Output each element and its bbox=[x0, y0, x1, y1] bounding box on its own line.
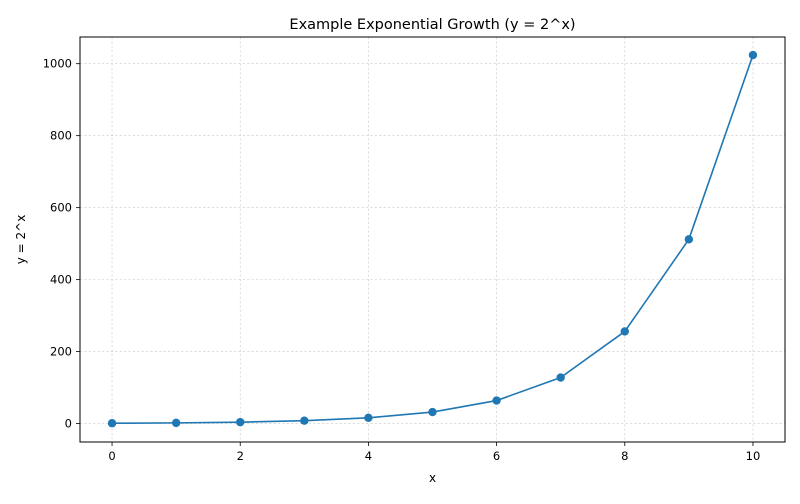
x-axis-ticks: 0 2 4 6 8 10 bbox=[108, 442, 760, 463]
data-point bbox=[364, 413, 373, 423]
y-tick-label: 1000 bbox=[43, 57, 72, 71]
data-point bbox=[556, 373, 565, 382]
y-axis-label: y = 2^x bbox=[14, 215, 28, 265]
series-line bbox=[112, 54, 754, 425]
x-tick-label: 6 bbox=[493, 449, 500, 463]
data-point bbox=[300, 416, 309, 425]
data-point bbox=[428, 407, 437, 417]
y-tick-label: 400 bbox=[50, 273, 72, 287]
y-tick-label: 800 bbox=[50, 129, 72, 143]
data-point bbox=[107, 419, 117, 428]
x-axis-label: x bbox=[429, 471, 436, 485]
grid bbox=[80, 37, 785, 442]
y-axis-ticks: 0 200 400 600 800 1000 bbox=[43, 57, 80, 431]
data-point bbox=[684, 235, 694, 244]
x-tick-label: 2 bbox=[237, 449, 244, 463]
data-point bbox=[748, 50, 758, 60]
plot-frame bbox=[79, 36, 786, 443]
chart-title: Example Exponential Growth (y = 2^x) bbox=[289, 17, 575, 33]
x-tick-label: 8 bbox=[621, 449, 628, 463]
data-point bbox=[620, 327, 629, 336]
series-layer bbox=[107, 50, 758, 428]
data-point bbox=[236, 417, 245, 427]
y-tick-label: 0 bbox=[65, 417, 72, 431]
x-tick-label: 4 bbox=[365, 449, 372, 463]
y-tick-label: 200 bbox=[50, 345, 72, 359]
x-tick-label: 0 bbox=[108, 449, 115, 463]
y-tick-label: 600 bbox=[50, 201, 72, 215]
data-point bbox=[492, 396, 501, 405]
x-tick-label: 10 bbox=[746, 449, 761, 463]
data-point bbox=[171, 418, 181, 428]
